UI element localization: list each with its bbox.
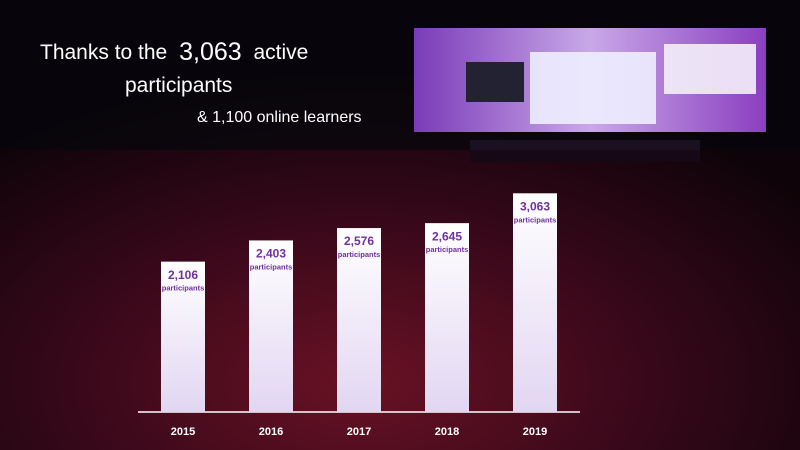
chart-title: Thanks to the 3,063 active participants — [40, 38, 314, 97]
stage — [470, 140, 700, 162]
title-part: Thanks to the — [40, 41, 167, 64]
title-highlight: 3,063 — [179, 38, 242, 66]
value-label: 2,576 — [344, 234, 374, 248]
value-label: 2,403 — [256, 247, 286, 261]
x-tick-label: 2017 — [347, 426, 371, 438]
x-tick-label: 2019 — [523, 426, 547, 438]
audience — [0, 150, 800, 450]
screen-video — [466, 62, 524, 102]
value-unit: participants — [514, 215, 557, 224]
value-unit: participants — [338, 250, 381, 259]
bar — [337, 228, 381, 412]
bar — [513, 193, 557, 412]
screen-slide — [664, 44, 756, 94]
x-tick-label: 2016 — [259, 426, 283, 438]
x-tick-label: 2018 — [435, 426, 459, 438]
value-label: 3,063 — [520, 199, 550, 213]
value-unit: participants — [426, 245, 469, 254]
value-unit: participants — [250, 262, 293, 271]
bar — [161, 261, 205, 412]
subtitle: & 1,100 online learners — [197, 109, 362, 126]
x-tick-label: 2015 — [171, 426, 195, 438]
value-unit: participants — [162, 284, 205, 293]
title-part: active — [254, 41, 309, 64]
bar — [425, 223, 469, 412]
screen-slide — [530, 52, 656, 124]
title-part: participants — [125, 74, 232, 97]
bar — [249, 240, 293, 412]
value-label: 2,106 — [168, 268, 198, 282]
value-label: 2,645 — [432, 229, 462, 243]
